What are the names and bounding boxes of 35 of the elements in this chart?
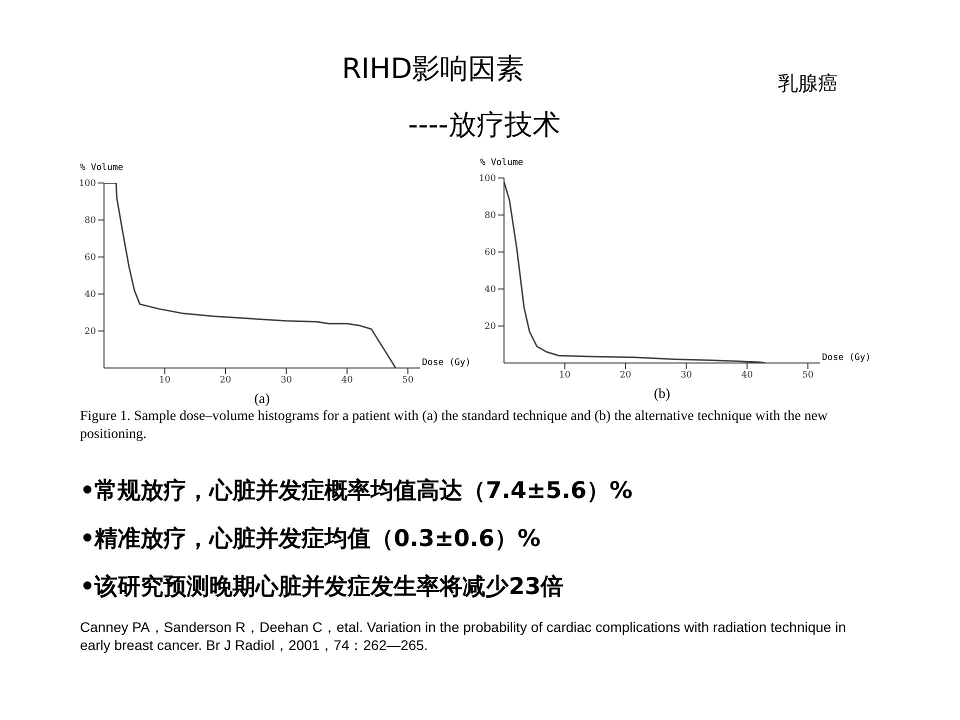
y-tick-label: 100 [478,174,496,184]
x-tick-label: 50 [402,375,414,386]
y-tick-label: 20 [484,322,496,332]
chart-title: RIHD影响因素 [340,51,526,87]
y-tick-label: 80 [84,216,96,226]
text: (b) [652,387,672,403]
x-tick-label: 30 [680,370,692,380]
caption: Figure 1. Sample dose–volume histograms for a patient with (a) the standard technique and (b) the alternative technique with the new positioning. [80,408,829,444]
y-tick-label: 20 [84,327,96,338]
x-tick-label: 30 [280,375,292,386]
y-tick-label: 40 [484,285,496,296]
y-tick-label: 60 [84,253,96,264]
y-tick-label: 40 [84,290,96,300]
x-tick-label: 40 [341,375,354,386]
y-axis-title: % Volume [80,163,124,173]
text: •该研究预测晚期心脏并发症发生率将减少23倍 [80,573,565,602]
y-tick-label: 80 [484,211,496,222]
y-tick-label: 60 [484,248,496,258]
text: 乳腺癌 [778,70,838,97]
y-axis-title: % Volume [480,158,524,168]
text: (a) [253,392,271,408]
text: •精准放疗，心脏并发症均值（0.3±0.6）% [80,525,542,554]
text: •常规放疗，心脏并发症概率均值高达（7.4±5.6）% [80,477,634,506]
x-axis-title: Dose (Gy) [422,358,471,368]
x-tick-label: 40 [741,370,754,380]
x-tick-label: 20 [620,370,632,380]
x-tick-label: 50 [802,370,814,380]
x-tick-label: 10 [559,370,571,380]
x-tick-label: 20 [220,375,232,386]
x-axis-title: Dose (Gy) [822,353,871,363]
y-tick-label: 100 [78,179,96,190]
text: ----放疗技术 [408,107,560,143]
x-tick-label: 10 [159,375,171,386]
line-series [504,180,766,363]
text: Canney PA，Sanderson R，Deehan C，etal. Variation in the probability of cardiac complications with radiation technique in early breast cancer. Br J Radiol，2001，74：262—265. [80,618,848,654]
